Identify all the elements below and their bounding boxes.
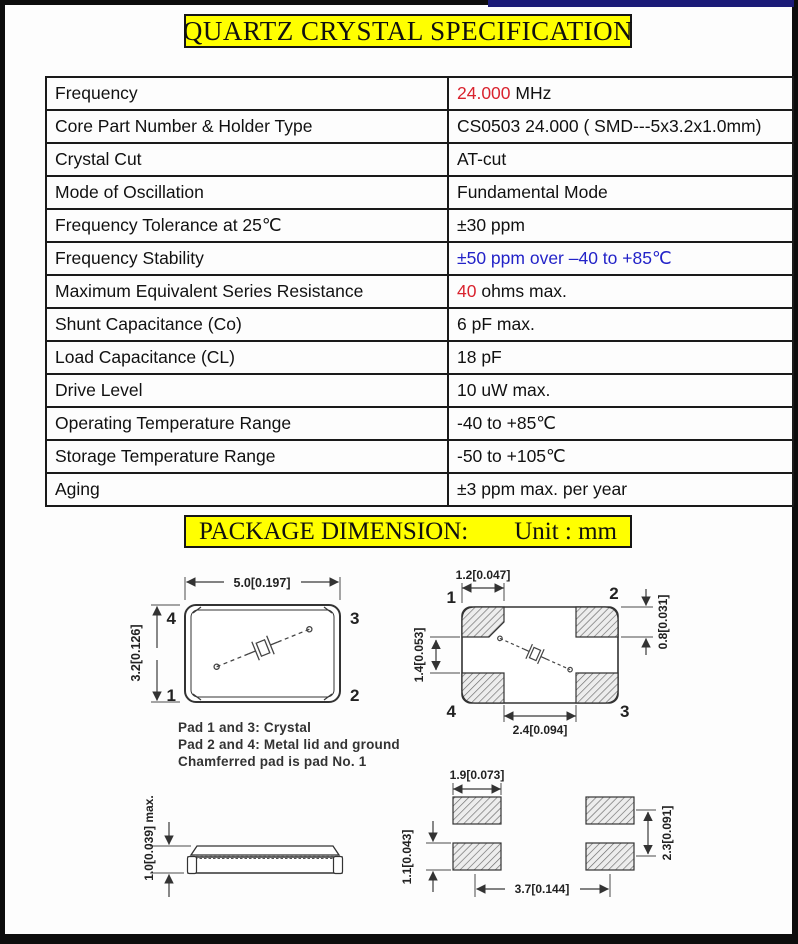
pad-1 bbox=[461, 606, 505, 638]
pad-2 bbox=[575, 606, 619, 638]
bottom-view-drawing: 1 2 4 3 1.2[0.047] 0.8[0.031] 1.4[0.053] bbox=[412, 568, 670, 737]
thickness-label: 1.0[0.039] max. bbox=[142, 795, 156, 880]
spec-label: Frequency Stability bbox=[45, 241, 449, 276]
spec-label: Operating Temperature Range bbox=[45, 406, 449, 441]
top-view-drawing: 5.0[0.197] 3.2[0.126] 4 1 3 2 bbox=[129, 576, 359, 705]
package-dimension-title: PACKAGE DIMENSION: Unit : mm bbox=[184, 515, 632, 548]
page-border-top bbox=[0, 0, 798, 5]
spec-table: Frequency 24.000 MHz Core Part Number & … bbox=[45, 76, 794, 507]
pad-number-4: 4 bbox=[167, 609, 177, 628]
page-border-right bbox=[792, 0, 798, 944]
spec-value: 40 ohms max. bbox=[447, 274, 794, 309]
pad-note-line: Chamferred pad is pad No. 1 bbox=[178, 754, 367, 769]
table-row: Drive Level 10 uW max. bbox=[45, 373, 794, 408]
package-drawings: 5.0[0.197] 3.2[0.126] 4 1 3 2 bbox=[129, 568, 674, 897]
spec-label: Maximum Equivalent Series Resistance bbox=[45, 274, 449, 309]
pad-note-line: Pad 1 and 3: Crystal bbox=[178, 720, 312, 735]
package-title-unit: Unit : mm bbox=[514, 517, 618, 545]
spec-value-accent: 24.000 bbox=[457, 83, 511, 103]
pad-number-2: 2 bbox=[609, 584, 618, 603]
crystal-symbol-icon bbox=[213, 626, 313, 670]
land-pad bbox=[585, 842, 635, 871]
page-border-left bbox=[0, 0, 5, 944]
pad-gap-label: 1.4[0.053] bbox=[412, 628, 426, 683]
spec-value: AT-cut bbox=[447, 142, 794, 177]
table-row: Frequency Tolerance at 25℃ ±30 ppm bbox=[45, 208, 794, 243]
col-pitch-label: 3.7[0.144] bbox=[515, 882, 570, 896]
spec-label: Load Capacitance (CL) bbox=[45, 340, 449, 375]
spec-title-text: QUARTZ CRYSTAL SPECIFICATION bbox=[182, 15, 634, 46]
table-row: Mode of Oscillation Fundamental Mode bbox=[45, 175, 794, 210]
spec-label: Mode of Oscillation bbox=[45, 175, 449, 210]
spec-label: Frequency Tolerance at 25℃ bbox=[45, 208, 449, 243]
pad-4 bbox=[461, 672, 505, 704]
spec-value-rest: MHz bbox=[510, 83, 552, 103]
spec-value: Fundamental Mode bbox=[447, 175, 794, 210]
land-pad bbox=[452, 842, 502, 871]
table-row: Maximum Equivalent Series Resistance 40 … bbox=[45, 274, 794, 309]
spec-value-accent: 40 bbox=[457, 281, 477, 301]
spec-value: -40 to +85℃ bbox=[447, 406, 794, 441]
table-row: Operating Temperature Range -40 to +85℃ bbox=[45, 406, 794, 441]
pad-number-1: 1 bbox=[447, 588, 456, 607]
table-row: Storage Temperature Range -50 to +105℃ bbox=[45, 439, 794, 474]
land-pad bbox=[452, 796, 502, 825]
spec-value: ±50 ppm over –40 to +85℃ bbox=[447, 241, 794, 276]
top-navy-strip bbox=[488, 0, 794, 7]
land-pad-width-label: 1.9[0.073] bbox=[450, 768, 505, 782]
pad-notes: Pad 1 and 3: Crystal Pad 2 and 4: Metal … bbox=[178, 719, 400, 770]
top-view-height-label: 3.2[0.126] bbox=[129, 625, 143, 682]
side-view-drawing: 1.0[0.039] max. bbox=[142, 795, 344, 897]
crystal-symbol-icon bbox=[497, 635, 573, 673]
spec-value: 10 uW max. bbox=[447, 373, 794, 408]
land-pad-height-label: 1.1[0.043] bbox=[400, 830, 414, 885]
table-row: Core Part Number & Holder Type CS0503 24… bbox=[45, 109, 794, 144]
spec-value: 24.000 MHz bbox=[447, 76, 794, 111]
inner-span-label: 2.4[0.094] bbox=[513, 723, 568, 737]
spec-label: Drive Level bbox=[45, 373, 449, 408]
table-row: Frequency Stability ±50 ppm over –40 to … bbox=[45, 241, 794, 276]
spec-title: QUARTZ CRYSTAL SPECIFICATION bbox=[182, 14, 634, 48]
table-row: Aging ±3 ppm max. per year bbox=[45, 472, 794, 507]
spec-label: Storage Temperature Range bbox=[45, 439, 449, 474]
spec-label: Aging bbox=[45, 472, 449, 507]
spec-value: -50 to +105℃ bbox=[447, 439, 794, 474]
pad-width-label: 1.2[0.047] bbox=[456, 568, 511, 582]
page-border-bottom bbox=[0, 934, 798, 944]
land-pad bbox=[585, 796, 635, 825]
pad-number-3: 3 bbox=[620, 702, 629, 721]
spec-value: ±3 ppm max. per year bbox=[447, 472, 794, 507]
row-pitch-label: 2.3[0.091] bbox=[660, 806, 674, 861]
spec-label: Shunt Capacitance (Co) bbox=[45, 307, 449, 342]
spec-value: CS0503 24.000 ( SMD---5x3.2x1.0mm) bbox=[447, 109, 794, 144]
pad-number-4: 4 bbox=[447, 702, 457, 721]
spec-label: Core Part Number & Holder Type bbox=[45, 109, 449, 144]
spec-label: Crystal Cut bbox=[45, 142, 449, 177]
table-row: Load Capacitance (CL) 18 pF bbox=[45, 340, 794, 375]
table-row: Shunt Capacitance (Co) 6 pF max. bbox=[45, 307, 794, 342]
pad-number-2: 2 bbox=[350, 686, 359, 705]
pad-number-1: 1 bbox=[167, 686, 176, 705]
pad-number-3: 3 bbox=[350, 609, 359, 628]
pad-height-label: 0.8[0.031] bbox=[656, 595, 670, 650]
package-title-text: PACKAGE DIMENSION: bbox=[198, 517, 469, 545]
pad-note-line: Pad 2 and 4: Metal lid and ground bbox=[178, 737, 400, 752]
top-view-width-label: 5.0[0.197] bbox=[234, 576, 291, 590]
spec-label: Frequency bbox=[45, 76, 449, 111]
spec-value-rest: ohms max. bbox=[476, 281, 567, 301]
land-pattern-drawing: 1.9[0.073] 1.1[0.043] 2.3[0.091] 3.7[0.1… bbox=[400, 768, 674, 897]
spec-value: 18 pF bbox=[447, 340, 794, 375]
table-row: Crystal Cut AT-cut bbox=[45, 142, 794, 177]
spec-value: ±30 ppm bbox=[447, 208, 794, 243]
spec-value: 6 pF max. bbox=[447, 307, 794, 342]
table-row: Frequency 24.000 MHz bbox=[45, 76, 794, 111]
pad-3 bbox=[575, 672, 619, 704]
